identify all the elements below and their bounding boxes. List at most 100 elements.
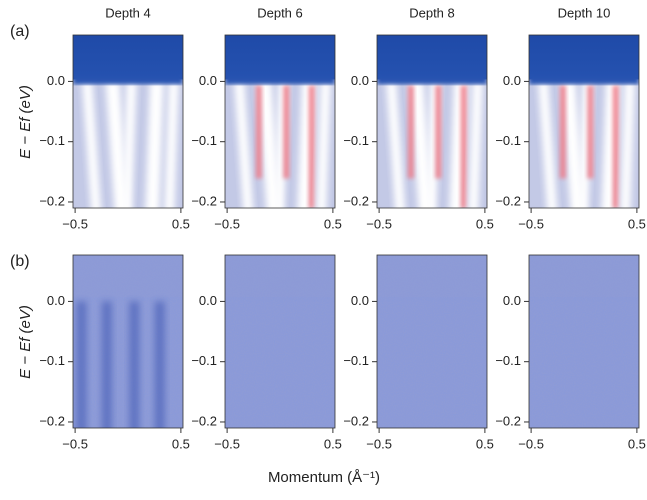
y-tick-label: −0.1 bbox=[495, 133, 521, 148]
band-core bbox=[407, 85, 414, 179]
band bbox=[154, 301, 165, 428]
band bbox=[538, 81, 561, 208]
band bbox=[386, 81, 409, 208]
band bbox=[234, 81, 257, 208]
cutoff-edge bbox=[377, 75, 487, 85]
band bbox=[561, 81, 588, 208]
x-tick-label: 0.5 bbox=[324, 436, 342, 451]
frame bbox=[528, 34, 640, 209]
panel-label: (a) bbox=[10, 23, 30, 40]
y-tick-label: −0.2 bbox=[495, 193, 521, 208]
cutoff bbox=[377, 35, 487, 80]
y-tick-label: −0.2 bbox=[343, 193, 369, 208]
band bbox=[257, 81, 284, 208]
noise-top bbox=[225, 255, 335, 302]
heatmap bbox=[225, 255, 335, 428]
cutoff bbox=[529, 35, 639, 80]
band bbox=[129, 301, 140, 428]
band-core bbox=[308, 85, 315, 208]
band-core bbox=[587, 85, 594, 179]
x-axis-label: Momentum (Å⁻¹) bbox=[268, 469, 380, 486]
cutoff-edge bbox=[529, 75, 639, 85]
band bbox=[82, 81, 105, 208]
y-tick-label: −0.1 bbox=[39, 353, 65, 368]
heatmap bbox=[225, 35, 335, 208]
noise bbox=[529, 297, 639, 428]
panel-title: Depth 10 bbox=[558, 5, 611, 20]
cutoff-edge bbox=[225, 75, 335, 85]
y-tick-label: 0.0 bbox=[503, 293, 521, 308]
panel-title: Depth 8 bbox=[409, 5, 455, 20]
x-tick-label: −0.5 bbox=[366, 216, 392, 231]
x-tick-label: −0.5 bbox=[518, 216, 544, 231]
x-tick-label: 0.5 bbox=[476, 436, 494, 451]
x-tick-label: 0.5 bbox=[628, 436, 646, 451]
x-tick-label: 0.5 bbox=[172, 216, 190, 231]
y-tick-label: −0.1 bbox=[343, 133, 369, 148]
heatmap bbox=[377, 255, 487, 428]
noise bbox=[377, 297, 487, 428]
band-core bbox=[460, 85, 467, 208]
noise-top bbox=[73, 255, 183, 302]
band bbox=[105, 81, 132, 208]
y-tick-label: 0.0 bbox=[503, 73, 521, 88]
band-core bbox=[435, 85, 442, 179]
heatmap bbox=[529, 35, 639, 208]
y-tick-label: −0.1 bbox=[191, 133, 217, 148]
noise bbox=[225, 297, 335, 428]
y-axis-label: E − Ef (eV) bbox=[17, 305, 34, 379]
y-tick-label: −0.1 bbox=[495, 353, 521, 368]
band-core bbox=[612, 85, 619, 208]
band-core bbox=[559, 85, 566, 179]
heatmap bbox=[73, 255, 183, 428]
noise-top bbox=[529, 255, 639, 302]
y-tick-label: 0.0 bbox=[47, 73, 65, 88]
band bbox=[120, 81, 137, 208]
band bbox=[466, 81, 483, 208]
noise-top bbox=[377, 255, 487, 302]
panel-label: (b) bbox=[10, 253, 30, 270]
band bbox=[618, 81, 635, 208]
y-tick-label: −0.2 bbox=[39, 193, 65, 208]
x-tick-label: −0.5 bbox=[214, 436, 240, 451]
cutoff-edge bbox=[73, 75, 183, 85]
band bbox=[101, 301, 112, 428]
x-tick-label: 0.5 bbox=[628, 216, 646, 231]
x-tick-label: 0.5 bbox=[476, 216, 494, 231]
cutoff bbox=[225, 35, 335, 80]
band bbox=[162, 81, 179, 208]
y-tick-label: 0.0 bbox=[47, 293, 65, 308]
y-tick-label: −0.1 bbox=[191, 353, 217, 368]
band bbox=[76, 301, 87, 428]
frame bbox=[72, 254, 184, 429]
panel-title: Depth 4 bbox=[105, 5, 151, 20]
x-tick-label: −0.5 bbox=[214, 216, 240, 231]
x-tick-label: 0.5 bbox=[172, 436, 190, 451]
heatmap bbox=[377, 35, 487, 208]
panel-title: Depth 6 bbox=[257, 5, 303, 20]
y-tick-label: −0.2 bbox=[343, 413, 369, 428]
y-tick-label: 0.0 bbox=[351, 293, 369, 308]
x-tick-label: −0.5 bbox=[62, 436, 88, 451]
band-core bbox=[255, 85, 262, 179]
frame bbox=[72, 34, 184, 209]
x-tick-label: −0.5 bbox=[62, 216, 88, 231]
y-tick-label: −0.1 bbox=[39, 133, 65, 148]
cutoff bbox=[73, 35, 183, 80]
y-tick-label: −0.1 bbox=[343, 353, 369, 368]
frame bbox=[376, 34, 488, 209]
y-tick-label: −0.2 bbox=[191, 413, 217, 428]
band bbox=[409, 81, 436, 208]
frame bbox=[376, 254, 488, 429]
noise bbox=[73, 297, 183, 428]
y-tick-label: 0.0 bbox=[199, 73, 217, 88]
y-axis-label: E − Ef (eV) bbox=[17, 85, 34, 159]
heatmap bbox=[529, 255, 639, 428]
band bbox=[143, 81, 164, 208]
y-tick-label: −0.2 bbox=[39, 413, 65, 428]
x-tick-label: −0.5 bbox=[366, 436, 392, 451]
y-tick-label: 0.0 bbox=[199, 293, 217, 308]
y-tick-label: −0.2 bbox=[191, 193, 217, 208]
y-tick-label: −0.2 bbox=[495, 413, 521, 428]
